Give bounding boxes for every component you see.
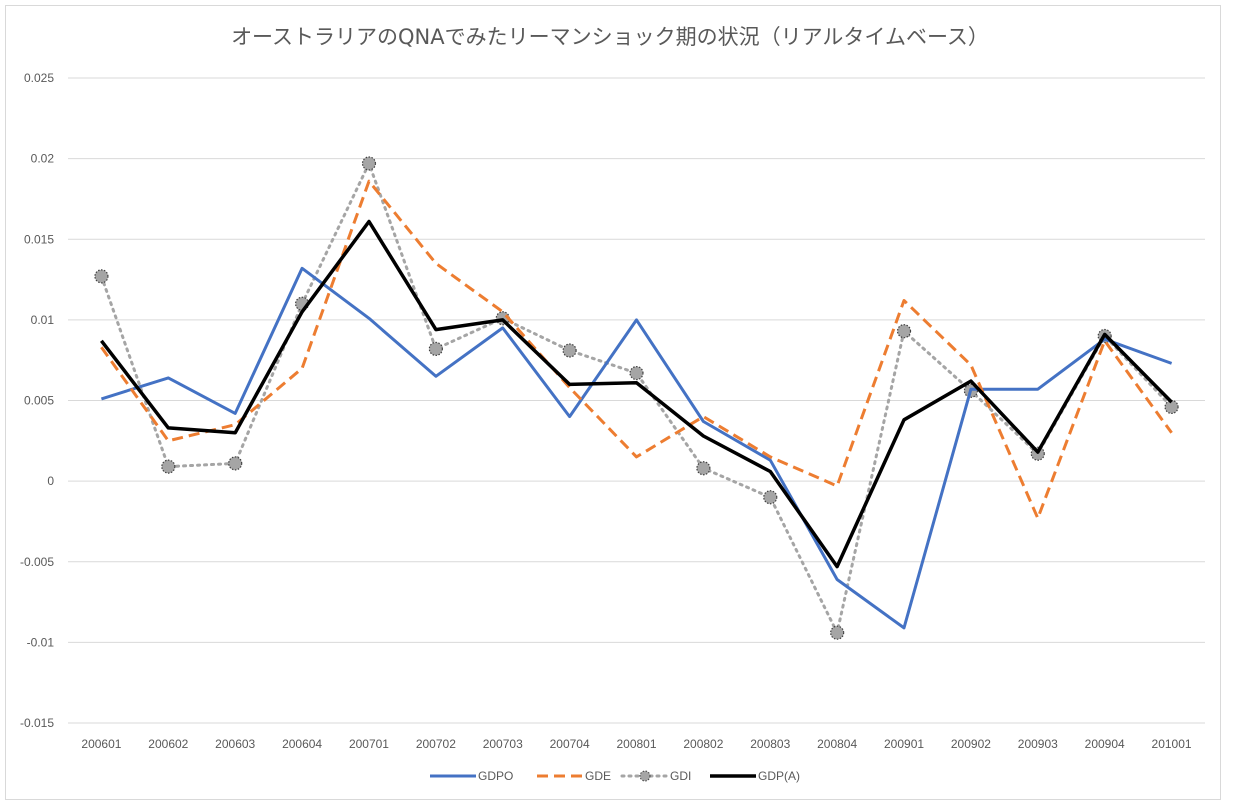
data-point-marker [361, 156, 377, 171]
series-gdi [94, 156, 1179, 640]
legend-label: GDP(A) [758, 769, 800, 783]
x-tick-label: 200702 [416, 737, 456, 751]
chart-frame [5, 5, 1221, 800]
x-tick-label: 200703 [483, 737, 523, 751]
x-tick-label: 200903 [1018, 737, 1058, 751]
y-tick-label: 0.01 [31, 313, 55, 327]
data-point-marker [562, 343, 577, 358]
x-tick-label: 200704 [550, 737, 590, 751]
data-point-marker [161, 459, 176, 474]
x-axis-ticks: 200601 200602 200603 200604 200701 200702 2007… [81, 737, 1191, 751]
legend: GDPO GDE GDI GDP(A) [430, 769, 800, 783]
x-tick-label: 200902 [951, 737, 991, 751]
data-point-marker [428, 341, 443, 356]
x-tick-label: 200801 [616, 737, 656, 751]
series-gdpo [100, 266, 1173, 630]
y-tick-label: -0.01 [27, 635, 55, 649]
data-point-marker [94, 269, 109, 284]
data-point-marker [629, 365, 644, 381]
x-tick-label: 200901 [884, 737, 924, 751]
data-point-marker [763, 490, 778, 505]
x-tick-label: 201001 [1152, 737, 1192, 751]
grid-lines [68, 77, 1205, 724]
x-tick-label: 200601 [81, 737, 121, 751]
chart-title: オーストラリアのQNAでみたリーマンショック期の状況（リアルタイムベース） [231, 25, 989, 49]
legend-entry: GDI [620, 769, 691, 783]
series-layer [94, 156, 1179, 640]
x-tick-label: 200602 [148, 737, 188, 751]
legend-entry: GDPO [430, 769, 513, 783]
y-tick-label: -0.005 [20, 555, 54, 569]
data-point-marker [696, 461, 711, 476]
x-tick-label: 200701 [349, 737, 389, 751]
y-tick-label: 0.015 [24, 232, 54, 246]
y-tick-label: 0 [47, 474, 54, 488]
legend-label: GDI [670, 769, 691, 783]
legend-label: GDPO [478, 769, 513, 783]
data-point-marker [1164, 399, 1179, 415]
series-line [99, 162, 1174, 635]
y-axis-ticks: 0.025 0.02 0.015 0.01 0.005 0 -0.005 -0.01 -0.01… [20, 71, 54, 730]
series-gde [100, 179, 1173, 520]
x-tick-label: 200603 [215, 737, 255, 751]
legend-entry: GDE [537, 769, 611, 783]
series-line [100, 219, 1173, 569]
legend-marker [639, 770, 651, 782]
legend-label: GDE [585, 769, 611, 783]
x-tick-label: 200604 [282, 737, 322, 751]
legend-entry: GDP(A) [710, 769, 800, 783]
y-tick-label: -0.015 [20, 716, 54, 730]
data-point-marker [830, 625, 845, 640]
data-point-marker [228, 456, 243, 471]
series-gdpa [100, 219, 1173, 569]
data-point-marker [896, 324, 912, 339]
y-tick-label: 0.02 [31, 152, 55, 166]
x-tick-label: 200802 [683, 737, 723, 751]
y-tick-label: 0.005 [24, 394, 54, 408]
y-tick-label: 0.025 [24, 71, 54, 85]
series-line [100, 179, 1173, 520]
x-tick-label: 200804 [817, 737, 857, 751]
series-line [100, 266, 1173, 630]
x-tick-label: 200904 [1085, 737, 1125, 751]
x-tick-label: 200803 [750, 737, 790, 751]
